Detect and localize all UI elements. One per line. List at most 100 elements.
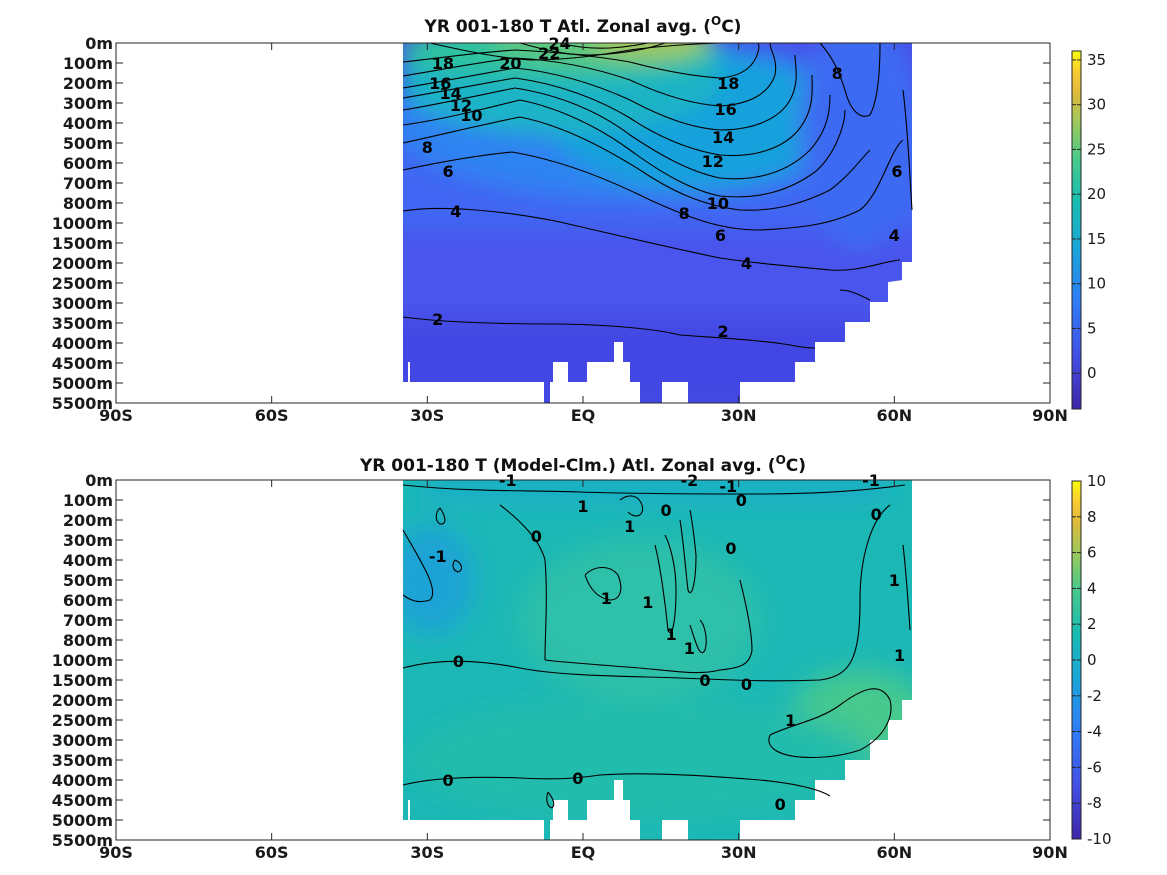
x-tick-label: EQ	[571, 843, 596, 862]
x-tick-label: 60S	[255, 843, 289, 862]
contour-label: 0	[699, 671, 710, 690]
panel-2-y-axis: 0m100m200m300m400m500m600m700m800m1000m1…	[52, 471, 1050, 850]
x-tick-label: 90N	[1032, 843, 1068, 862]
y-tick-label: 0m	[85, 34, 113, 53]
contour-label: 4	[450, 202, 461, 221]
y-tick-label: 4000m	[52, 334, 113, 353]
contour-label: 8	[679, 204, 690, 223]
y-tick-label: 3000m	[52, 294, 113, 313]
x-tick-label: 60N	[877, 406, 913, 425]
contour-label: 1	[577, 497, 588, 516]
panel-1-title: YR 001-180 T Atl. Zonal avg. (OC)	[424, 14, 742, 37]
contour-label: 12	[702, 152, 724, 171]
contour-label: 1	[894, 646, 905, 665]
colorbar-tick-label: 15	[1087, 230, 1106, 248]
contour-label: 8	[422, 138, 433, 157]
y-tick-label: 4500m	[52, 354, 113, 373]
contour-label: 1	[642, 593, 653, 612]
contour-label: 1	[601, 589, 612, 608]
y-tick-label: 3500m	[52, 314, 113, 333]
colorbar-tick-label: 10	[1087, 275, 1106, 293]
y-tick-label: 5000m	[52, 374, 113, 393]
y-tick-label: 400m	[63, 551, 113, 570]
colorbar-tick-label: 10	[1087, 472, 1106, 490]
contour-label: 10	[460, 106, 482, 125]
y-tick-label: 200m	[63, 511, 113, 530]
y-tick-label: 100m	[63, 491, 113, 510]
x-tick-label: 90S	[99, 406, 133, 425]
colorbar-tick-label: 20	[1087, 185, 1106, 203]
x-tick-label: EQ	[571, 406, 596, 425]
colorbar-tick-label: 5	[1087, 319, 1097, 337]
contour-label: 1	[889, 571, 900, 590]
contour-label: 18	[432, 54, 454, 73]
y-tick-label: 500m	[63, 134, 113, 153]
y-tick-label: 2500m	[52, 711, 113, 730]
contour-label: 4	[741, 254, 752, 273]
colorbar-tick-label: -2	[1087, 687, 1102, 705]
y-tick-label: 5000m	[52, 811, 113, 830]
y-tick-label: 0m	[85, 471, 113, 490]
y-tick-label: 800m	[63, 194, 113, 213]
contour-label: 0	[443, 771, 454, 790]
temperature-panel: YR 001-180 T Atl. Zonal avg. (OC)	[52, 14, 1106, 425]
y-tick-label: 3500m	[52, 751, 113, 770]
contour-label: 0	[572, 769, 583, 788]
colorbar-tick-label: -8	[1087, 794, 1102, 812]
contour-label: 0	[453, 652, 464, 671]
panel-2-colorbar-ticks: 10 8 6 4 2 0 -2 -4 -6 -8 -10	[1072, 472, 1112, 848]
contour-label: 20	[499, 54, 521, 73]
anomaly-contours	[402, 484, 911, 809]
contour-label: 2	[432, 310, 443, 329]
colorbar-tick-label: 0	[1087, 364, 1097, 382]
panel-1-colorbar	[1071, 50, 1082, 410]
colorbar-tick-label: 30	[1087, 96, 1106, 114]
y-tick-label: 500m	[63, 571, 113, 590]
contour-label: 14	[440, 84, 462, 103]
colorbar-tick-label: 4	[1087, 579, 1097, 597]
x-tick-label: 60S	[255, 406, 289, 425]
y-tick-label: 1500m	[52, 671, 113, 690]
panel-2-title: YR 001-180 T (Model-Clm.) Atl. Zonal avg…	[359, 453, 806, 476]
contour-label: 1	[785, 711, 796, 730]
y-tick-label: 600m	[63, 154, 113, 173]
panel-1-colorbar-ticks: 35 30 25 20 15 10 5 0	[1072, 51, 1106, 382]
colorbar-tick-label: 8	[1087, 508, 1097, 526]
y-tick-label: 1000m	[52, 651, 113, 670]
contour-label: 6	[443, 162, 454, 181]
anomaly-field	[403, 480, 912, 840]
y-tick-label: 300m	[63, 531, 113, 550]
y-tick-label: 1000m	[52, 214, 113, 233]
y-tick-label: 700m	[63, 611, 113, 630]
x-tick-label: 30N	[721, 843, 757, 862]
colorbar-tick-label: -6	[1087, 758, 1102, 776]
colorbar-tick-label: 25	[1087, 140, 1106, 158]
contour-label: 1	[684, 639, 695, 658]
contour-label: 22	[538, 44, 560, 63]
y-tick-label: 1500m	[52, 234, 113, 253]
contour-label: 16	[429, 74, 451, 93]
contour-label: 0	[531, 527, 542, 546]
x-tick-label: 60N	[877, 843, 913, 862]
panel-1-x-axis: 90S 60S 30S EQ 30N 60N 90N	[99, 43, 1068, 425]
contour-label: 4	[889, 226, 900, 245]
contour-label: 14	[712, 128, 734, 147]
contour-label: 1	[666, 625, 677, 644]
contour-label: 18	[717, 74, 739, 93]
colorbar-tick-label: -10	[1087, 830, 1112, 848]
contour-label: 10	[707, 194, 729, 213]
colorbar-tick-label: -4	[1087, 723, 1102, 741]
x-tick-label: 30S	[410, 406, 444, 425]
contour-label: 16	[715, 100, 737, 119]
contour-label: 0	[725, 539, 736, 558]
colorbar-tick-label: 6	[1087, 544, 1097, 562]
y-tick-label: 3000m	[52, 731, 113, 750]
temperature-contours	[402, 42, 913, 349]
contour-label: 2	[718, 322, 729, 341]
contour-label: 12	[450, 96, 472, 115]
y-tick-label: 4000m	[52, 771, 113, 790]
y-tick-label: 5500m	[52, 831, 113, 850]
x-tick-label: 30N	[721, 406, 757, 425]
